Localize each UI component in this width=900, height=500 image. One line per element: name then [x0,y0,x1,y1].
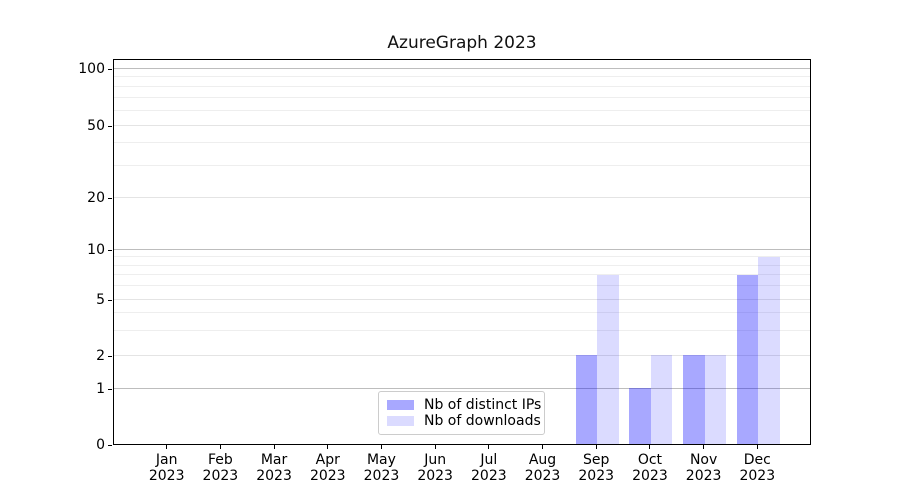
y-tick-mark [108,299,112,301]
y-tick-mark [108,388,112,390]
x-tick-label: Mar 2023 [256,452,292,484]
x-tick-mark [166,445,168,449]
legend-swatch-downloads [387,416,414,426]
y-major-gridline [114,248,810,250]
y-minor-gridline [114,329,810,331]
y-minor-gridline [114,312,810,314]
legend-item: Nb of distinct IPs [387,397,541,413]
bar-distinct-ips [736,274,759,444]
x-tick-label: Jul 2023 [471,452,507,484]
y-minor-gridline [114,109,810,111]
legend-label-distinct-ips: Nb of distinct IPs [424,397,542,413]
legend-swatch-distinct-ips [387,400,414,410]
legend-label-downloads: Nb of downloads [424,413,541,429]
x-tick-label: Nov 2023 [685,452,722,484]
x-tick-label: Jun 2023 [417,452,453,484]
bar-distinct-ips [575,355,598,444]
y-tick-label: 1 [96,381,105,397]
y-tick-mark [108,68,112,70]
y-tick-mark [108,444,112,446]
y-tick-label: 2 [96,348,105,364]
x-tick-mark [649,445,651,449]
y-tick-label: 5 [96,292,105,308]
x-tick-mark [703,445,705,449]
x-tick-mark [434,445,436,449]
y-gridline [114,298,810,300]
y-tick-label: 50 [87,118,105,134]
y-gridline [114,196,810,198]
y-minor-gridline [114,76,810,78]
bar-distinct-ips [683,355,705,444]
y-major-gridline [114,67,810,69]
x-tick-mark [273,445,275,449]
x-tick-label: Oct 2023 [632,452,668,484]
y-tick-mark [108,125,112,127]
bar-downloads [597,274,619,444]
x-tick-mark [756,445,758,449]
x-tick-mark [327,445,329,449]
bar-downloads [704,355,727,444]
y-tick-mark [108,249,112,251]
legend-item: Nb of downloads [387,413,541,429]
legend: Nb of distinct IPs Nb of downloads [378,391,545,435]
y-minor-gridline [114,285,810,287]
y-tick-label: 20 [87,190,105,206]
x-tick-mark [219,445,221,449]
y-tick-label: 10 [87,242,105,258]
y-minor-gridline [114,85,810,87]
x-tick-label: Jan 2023 [148,452,185,484]
y-tick-mark [108,355,112,357]
x-tick-label: May 2023 [363,452,400,484]
x-tick-mark [380,445,382,449]
y-minor-gridline [114,164,810,166]
y-gridline [114,354,810,356]
y-minor-gridline [114,96,810,98]
y-gridline [114,124,810,126]
bar-downloads [650,355,673,444]
x-tick-mark [542,445,544,449]
x-tick-label: Dec 2023 [739,452,776,484]
y-major-gridline [114,387,810,389]
x-tick-mark [488,445,490,449]
x-tick-label: Aug 2023 [524,452,561,484]
y-tick-mark [108,197,112,199]
y-minor-gridline [114,264,810,266]
bar-downloads [758,256,780,444]
x-tick-label: Sep 2023 [578,452,615,484]
x-tick-mark [595,445,597,449]
y-minor-gridline [114,256,810,258]
x-tick-label: Feb 2023 [202,452,239,484]
y-minor-gridline [114,274,810,276]
x-tick-label: Apr 2023 [309,452,346,484]
bar-distinct-ips [629,388,651,444]
y-tick-label: 100 [78,61,105,77]
y-minor-gridline [114,142,810,144]
plot-area [113,59,811,445]
y-tick-label: 0 [96,437,105,453]
chart-title: AzureGraph 2023 [387,33,537,53]
